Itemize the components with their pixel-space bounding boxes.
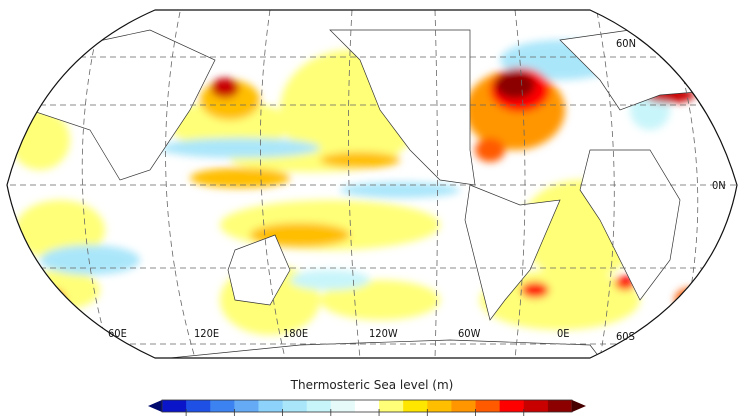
colorbar-swatch [547, 400, 573, 412]
colorbar [148, 399, 586, 416]
sea-level-field [7, 10, 737, 358]
lon-label: 60W [458, 327, 481, 340]
colorbar-under-arrow [148, 400, 162, 412]
lat-label: 60S [616, 330, 635, 343]
colorbar-swatch [451, 400, 477, 412]
lon-label: 0E [557, 327, 570, 340]
lon-label: 60E [108, 327, 127, 340]
lat-label: 0N [712, 179, 726, 192]
colorbar-swatch [234, 400, 259, 412]
lon-label: 120W [369, 327, 398, 340]
colorbar-swatch [162, 400, 187, 412]
lon-label: 120E [194, 327, 219, 340]
colorbar-swatch [499, 400, 525, 412]
colorbar-swatch [427, 400, 452, 412]
colorbar-swatch [403, 400, 428, 412]
colorbar-over-arrow [572, 400, 586, 412]
grid-labels: 60N 0N 60S 60E 120E 180E 120W 60W 0E [108, 37, 726, 343]
lon-label: 180E [283, 327, 308, 340]
colorbar-swatch [330, 400, 356, 412]
colorbar-swatch [379, 400, 404, 412]
colorbar-swatch [258, 400, 284, 412]
map-border [6, 9, 738, 359]
lat-label: 60N [616, 37, 636, 50]
colorbar-swatch [210, 400, 235, 412]
colorbar-title: Thermosteric Sea level (m) [290, 378, 454, 392]
colorbar-swatch [282, 400, 308, 412]
colorbar-swatch [186, 400, 211, 412]
colorbar-swatch [475, 400, 501, 412]
world-map: 60N 0N 60S 60E 120E 180E 120W 60W 0E [6, 9, 738, 359]
colorbar-swatch [354, 400, 380, 412]
colorbar-swatch [523, 400, 549, 412]
colorbar-swatch [306, 400, 332, 412]
